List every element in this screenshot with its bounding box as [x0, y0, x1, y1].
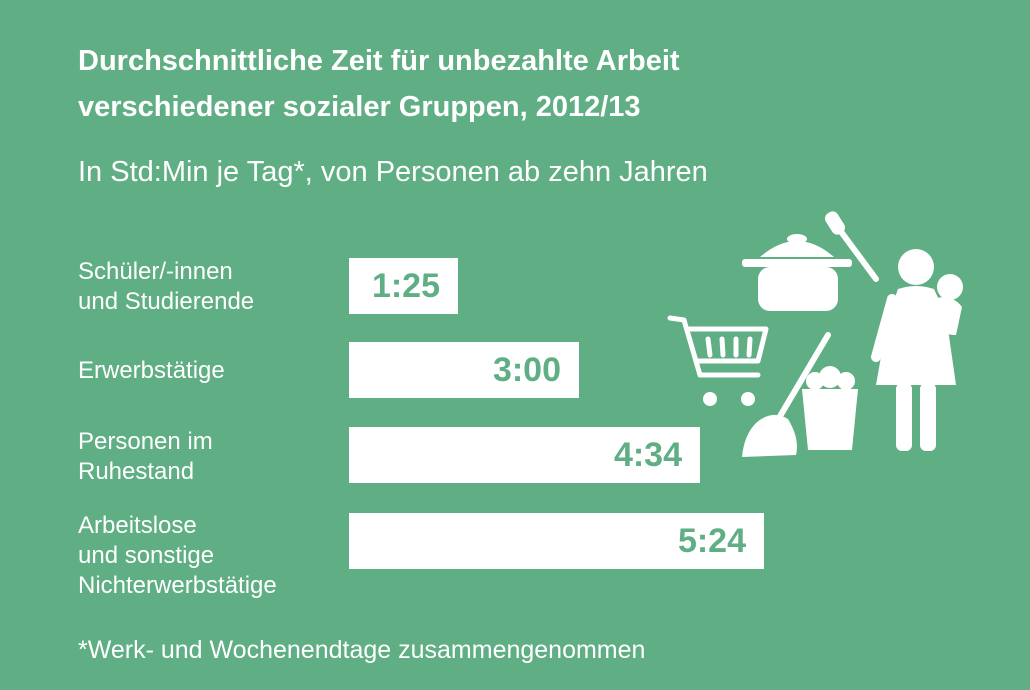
mother-with-child-icon [871, 249, 963, 451]
chart-title: Durchschnittliche Zeit für unbezahlte Ar… [78, 38, 958, 130]
category-label: Personen im Ruhestand [78, 427, 213, 487]
category-label-line: und Studierende [78, 288, 255, 315]
spatula-icon [824, 211, 879, 282]
bar: 1:25 [349, 258, 458, 314]
mop-icon [742, 332, 831, 457]
bar: 3:00 [349, 342, 579, 398]
chart-title-line-2: verschiedener sozialer Gruppen, 2012/13 [78, 91, 641, 123]
bucket-icon [802, 366, 858, 450]
bar: 4:34 [349, 427, 700, 483]
shopping-cart-icon [667, 315, 769, 406]
category-label-line: Ruhestand [78, 458, 195, 485]
cooking-pot-icon [742, 234, 852, 311]
bar-value-label: 3:00 [492, 351, 561, 389]
category-label-line: Nichterwerbstätige [78, 572, 277, 599]
category-label: Erwerbstätige [78, 356, 225, 386]
bar-value-label: 5:24 [677, 522, 746, 560]
bar-value-label: 1:25 [371, 267, 440, 305]
bar: 5:24 [349, 513, 764, 569]
chart-subtitle: In Std:Min je Tag*, von Personen ab zehn… [78, 156, 708, 188]
category-label: Arbeitslose und sonstige Nichterwerbstätig… [78, 511, 277, 601]
chart-title-line-1: Durchschnittliche Zeit für unbezahlte Ar… [78, 45, 680, 77]
category-label: Schüler/-innen und Studierende [78, 257, 254, 317]
housework-illustration [667, 211, 963, 457]
bar-value-label: 4:34 [613, 436, 682, 474]
footnote: *Werk- und Wochenendtage zusammengenomme… [78, 636, 646, 664]
category-label-line: Arbeitslose [78, 512, 197, 539]
category-label-line: und sonstige [78, 542, 215, 569]
category-label-line: Schüler/-innen [78, 258, 233, 285]
category-label-line: Erwerbstätige [78, 357, 225, 384]
category-label-line: Personen im [78, 428, 213, 455]
